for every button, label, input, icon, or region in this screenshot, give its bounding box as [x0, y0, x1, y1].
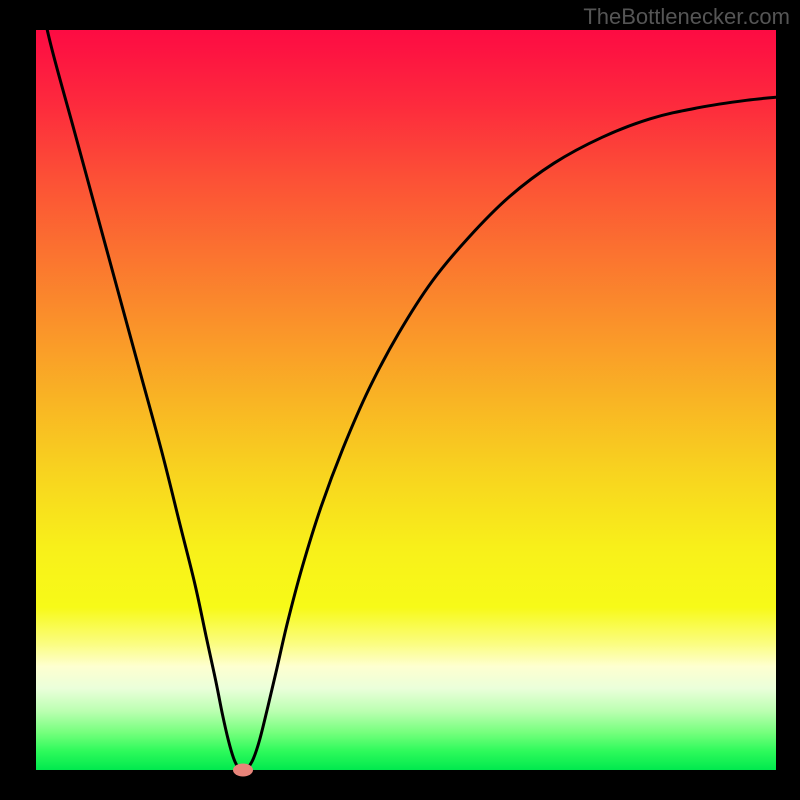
chart-container: TheBottlenecker.com	[0, 0, 800, 800]
bottleneck-curve	[36, 30, 776, 770]
watermark-text: TheBottlenecker.com	[583, 4, 790, 30]
curve-layer	[36, 30, 776, 770]
plot-area	[36, 30, 776, 770]
minimum-marker	[233, 764, 253, 777]
